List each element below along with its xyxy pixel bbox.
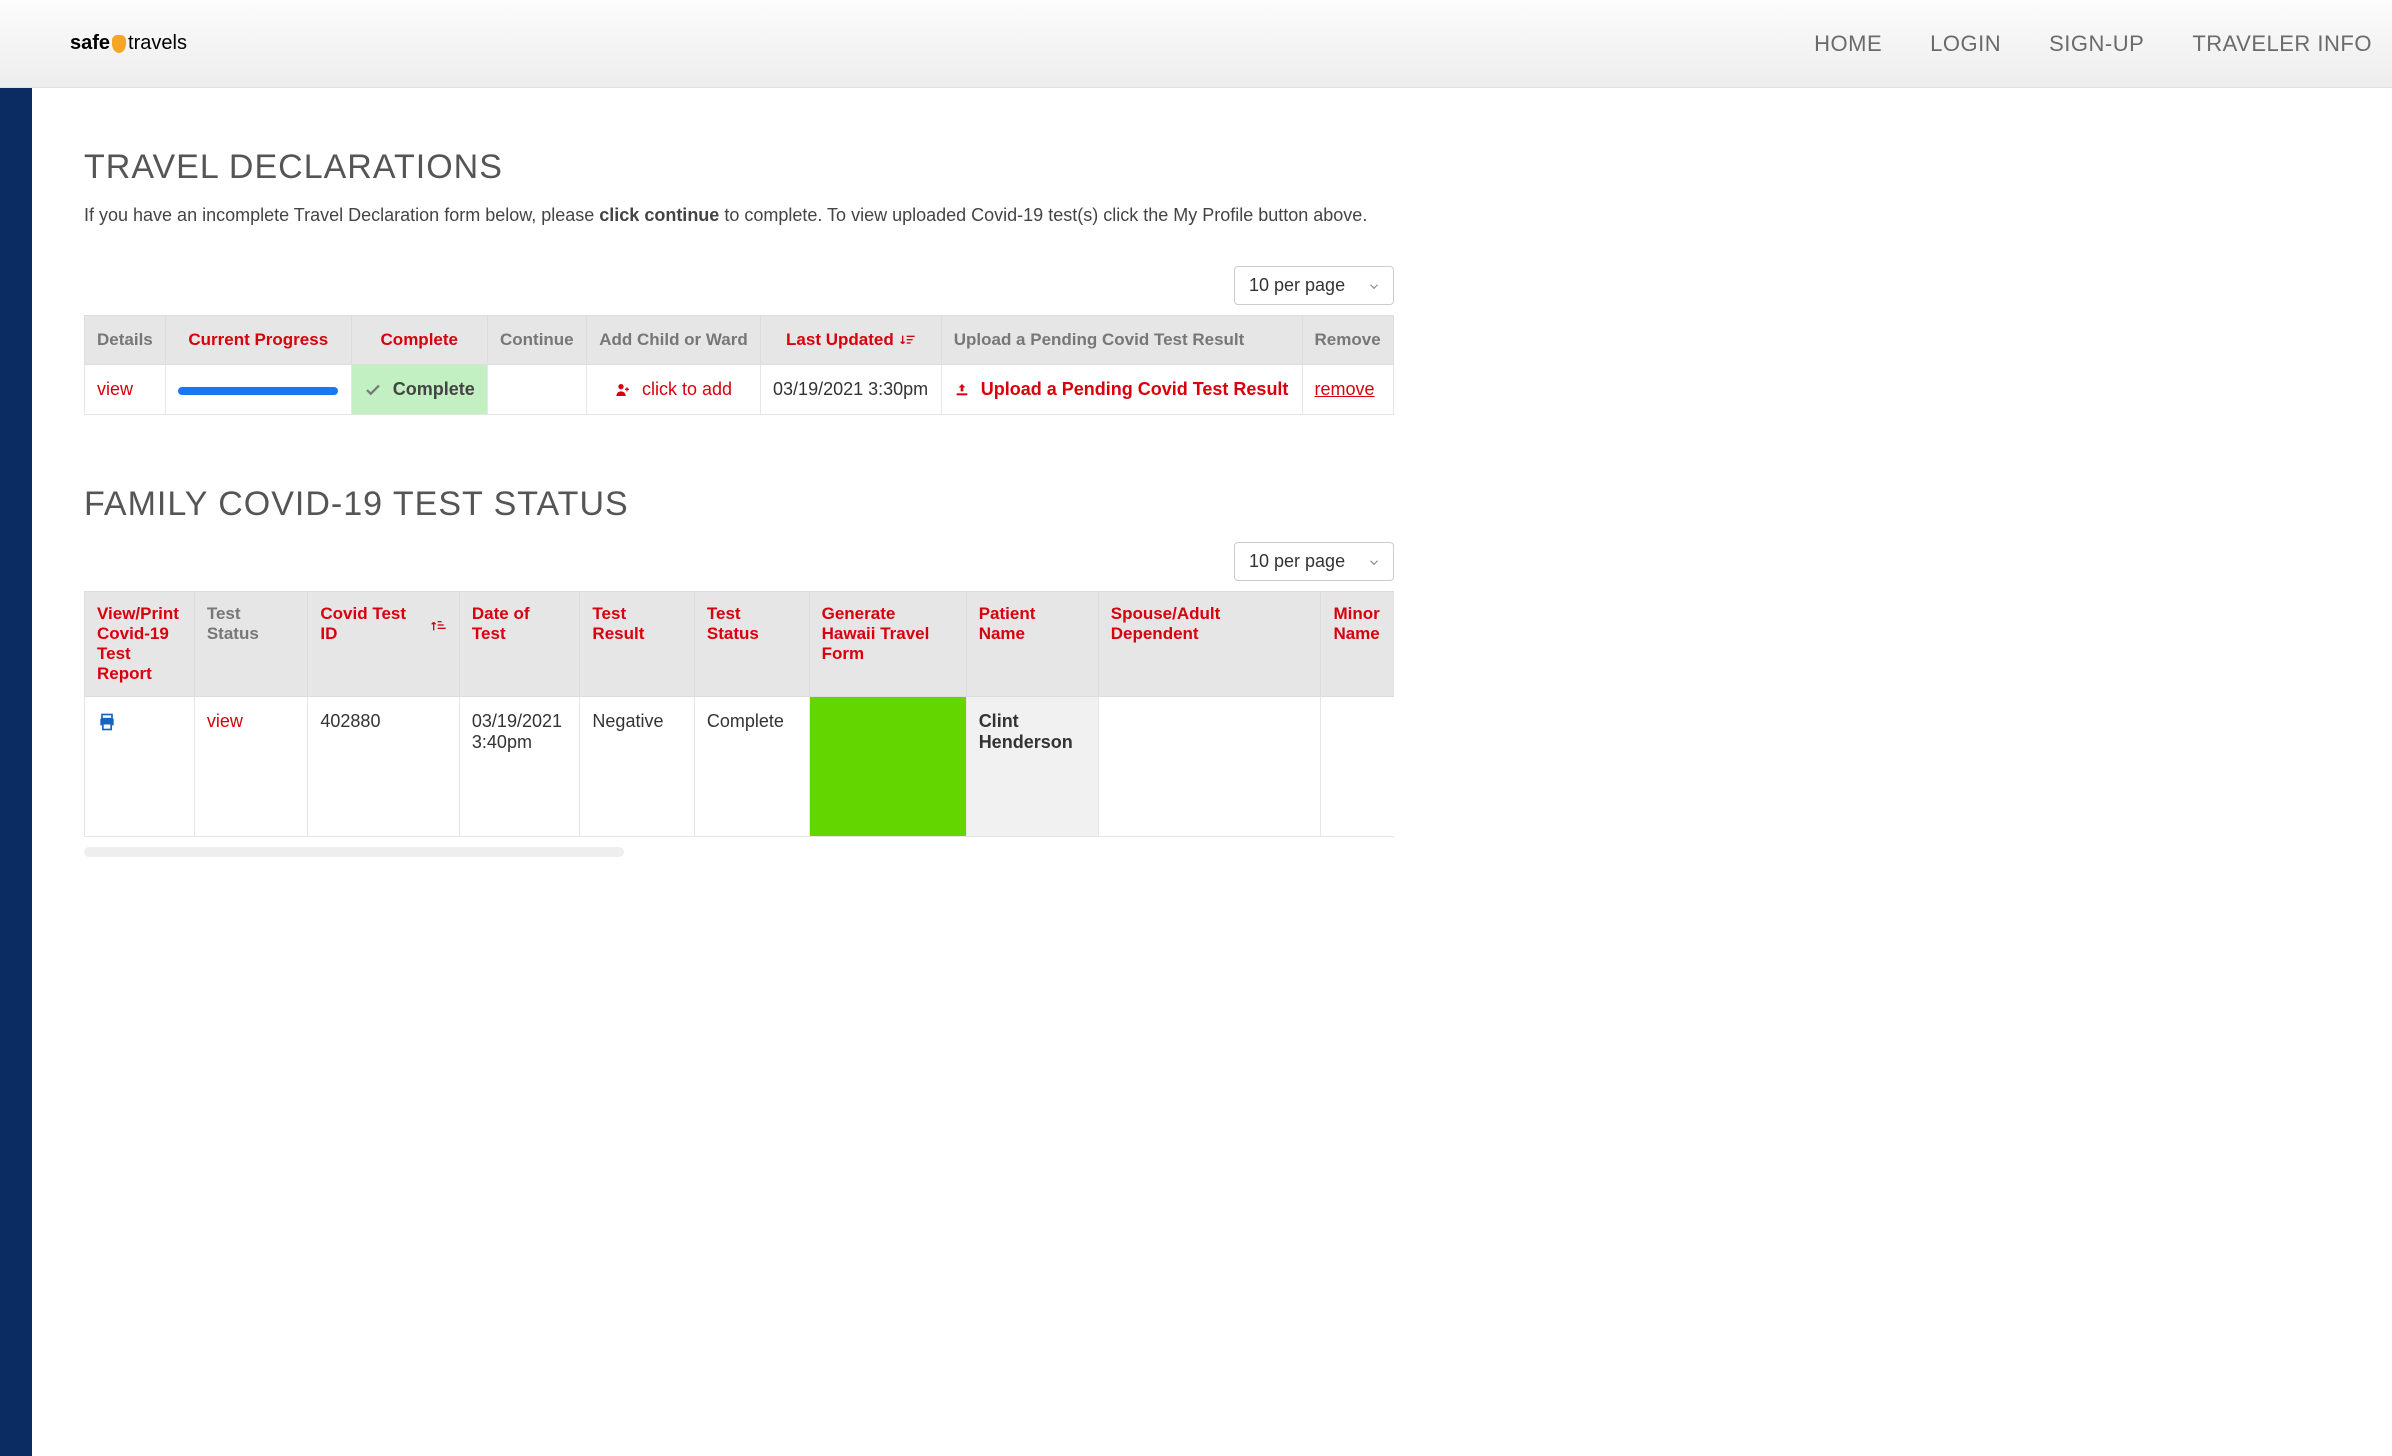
remove-link[interactable]: remove [1315, 379, 1375, 399]
th-test-status-label[interactable]: Test Status [194, 592, 308, 697]
print-icon[interactable] [97, 711, 117, 731]
logo: safe travels [70, 32, 187, 55]
th-progress[interactable]: Current Progress [165, 316, 351, 365]
tests-table: View/Print Covid-19 Test Report Test Sta… [84, 591, 1394, 837]
th-add-child[interactable]: Add Child or Ward [586, 316, 760, 365]
upload-link[interactable]: Upload a Pending Covid Test Result [954, 379, 1289, 399]
th-last-updated[interactable]: Last Updated [761, 316, 942, 365]
th-last-updated-label: Last Updated [786, 330, 894, 350]
th-spouse[interactable]: Spouse/Adult Dependent [1098, 592, 1321, 697]
horizontal-scrollbar[interactable] [84, 847, 624, 857]
minor-cell [1321, 697, 1394, 837]
tests-row: view 402880 03/19/2021 3:40pm Negative C… [85, 697, 1395, 837]
complete-label: Complete [393, 379, 475, 399]
continue-cell [487, 365, 586, 415]
declarations-per-page-select[interactable]: 10 per page [1234, 266, 1394, 305]
travel-declarations-section: TRAVEL DECLARATIONS If you have an incom… [84, 148, 1394, 415]
th-minor[interactable]: Minor Name [1321, 592, 1394, 697]
th-view-print[interactable]: View/Print Covid-19 Test Report [85, 592, 195, 697]
chevron-down-icon [1367, 551, 1381, 572]
chevron-down-icon [1367, 275, 1381, 296]
tests-per-page-select[interactable]: 10 per page [1234, 542, 1394, 581]
covid-id-cell: 402880 [308, 697, 460, 837]
test-view-link[interactable]: view [207, 711, 243, 731]
upload-label: Upload a Pending Covid Test Result [981, 379, 1289, 399]
subtext-bold: click continue [599, 205, 719, 225]
th-result[interactable]: Test Result [580, 592, 694, 697]
declarations-subtext: If you have an incomplete Travel Declara… [84, 205, 1394, 226]
sidebar [0, 88, 32, 1456]
sort-asc-icon [431, 614, 447, 634]
generate-form-cell[interactable] [809, 697, 966, 837]
check-icon [364, 379, 387, 399]
declarations-title: TRAVEL DECLARATIONS [84, 148, 1394, 187]
covid-tests-section: FAMILY COVID-19 TEST STATUS 10 per page … [84, 485, 1394, 857]
topbar: safe travels HOME LOGIN SIGN-UP TRAVELER… [0, 0, 2392, 88]
complete-cell: Complete [351, 365, 487, 415]
declarations-row: view Complete click to [85, 365, 1394, 415]
upload-icon [954, 379, 975, 399]
th-remove[interactable]: Remove [1302, 316, 1393, 365]
patient-cell: Clint Henderson [966, 697, 1098, 837]
declarations-table: Details Current Progress Complete Contin… [84, 315, 1394, 415]
nav-traveler-info[interactable]: TRAVELER INFO [2192, 31, 2372, 57]
per-page-label: 10 per page [1249, 551, 1345, 572]
nav-signup[interactable]: SIGN-UP [2049, 31, 2144, 57]
th-details[interactable]: Details [85, 316, 166, 365]
tests-title: FAMILY COVID-19 TEST STATUS [84, 485, 1394, 524]
logo-part1: safe [70, 32, 110, 55]
th-generate[interactable]: Generate Hawaii Travel Form [809, 592, 966, 697]
th-covid-id[interactable]: Covid Test ID [308, 592, 460, 697]
status-cell: Complete [694, 697, 809, 837]
th-continue[interactable]: Continue [487, 316, 586, 365]
spouse-cell [1098, 697, 1321, 837]
th-status[interactable]: Test Status [694, 592, 809, 697]
nav-home[interactable]: HOME [1814, 31, 1882, 57]
nav: HOME LOGIN SIGN-UP TRAVELER INFO [1814, 31, 2372, 57]
result-cell: Negative [580, 697, 694, 837]
th-date[interactable]: Date of Test [459, 592, 580, 697]
per-page-label: 10 per page [1249, 275, 1345, 296]
add-child-link[interactable]: click to add [615, 379, 732, 399]
subtext-after: to complete. To view uploaded Covid-19 t… [719, 205, 1367, 225]
subtext-before: If you have an incomplete Travel Declara… [84, 205, 599, 225]
th-upload[interactable]: Upload a Pending Covid Test Result [941, 316, 1302, 365]
updated-cell: 03/19/2021 3:30pm [761, 365, 942, 415]
th-complete[interactable]: Complete [351, 316, 487, 365]
nav-login[interactable]: LOGIN [1930, 31, 2001, 57]
logo-pin-icon [112, 35, 126, 53]
th-covid-id-label: Covid Test ID [320, 604, 425, 644]
logo-part2: travels [128, 32, 187, 55]
add-child-label: click to add [642, 379, 732, 399]
view-link[interactable]: view [97, 379, 133, 399]
date-cell: 03/19/2021 3:40pm [459, 697, 580, 837]
progress-bar [178, 387, 338, 395]
user-plus-icon [615, 379, 636, 399]
sort-desc-icon [900, 330, 916, 350]
tests-scroll[interactable]: View/Print Covid-19 Test Report Test Sta… [84, 591, 1394, 837]
th-patient[interactable]: Patient Name [966, 592, 1098, 697]
